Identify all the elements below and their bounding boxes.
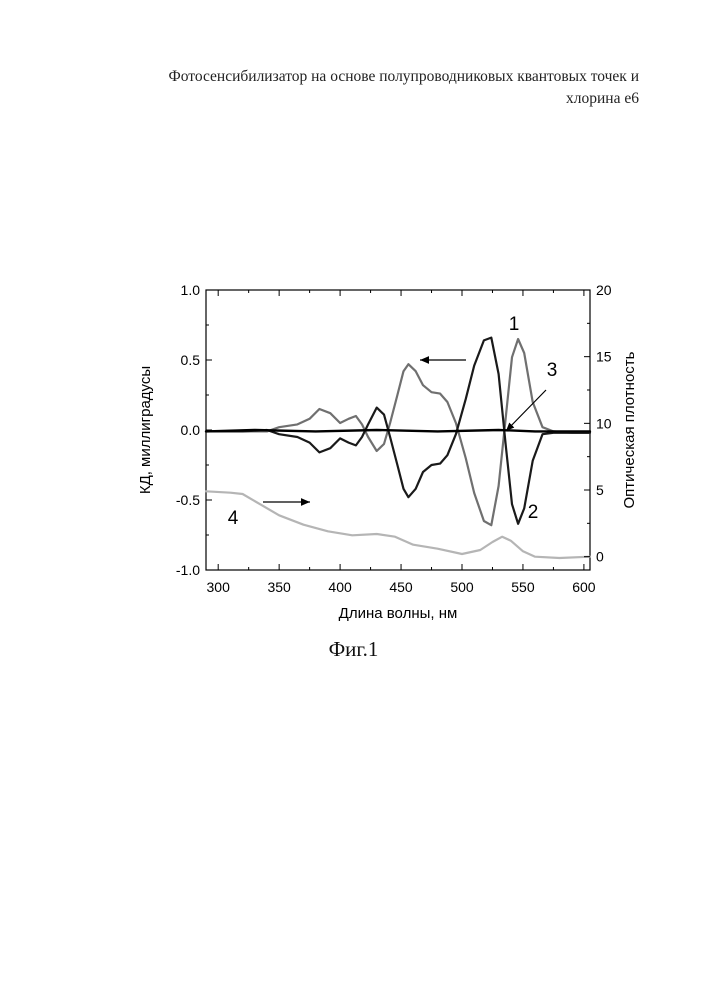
curve-label-4: 4 <box>228 508 239 529</box>
annotations-group: 1 2 3 4 <box>228 314 558 529</box>
x-tick-label: 400 <box>328 579 352 595</box>
arrow-to-curve-3 <box>506 390 546 431</box>
y-left-axis-title: КД, миллиградусы <box>137 366 154 494</box>
chart: 3003504004505005506001.00.50.0-0.5-1.020… <box>0 0 707 660</box>
y-right-tick-label: 0 <box>596 549 604 565</box>
curve-label-3: 3 <box>547 360 558 381</box>
x-axis-title: Длина волны, нм <box>339 605 458 622</box>
x-tick-label: 500 <box>450 579 474 595</box>
y-left-tick-label: 1.0 <box>181 282 201 298</box>
x-tick-label: 550 <box>511 579 535 595</box>
y-right-tick-label: 20 <box>596 282 612 298</box>
y-left-tick-label: 0.5 <box>181 352 201 368</box>
y-left-tick-label: -0.5 <box>176 492 200 508</box>
curve-label-1: 1 <box>509 314 520 335</box>
ticks-group: 3003504004505005506001.00.50.0-0.5-1.020… <box>176 282 612 595</box>
curve-label-2: 2 <box>528 502 539 523</box>
x-tick-label: 450 <box>389 579 413 595</box>
x-tick-label: 300 <box>207 579 231 595</box>
y-right-tick-label: 15 <box>596 349 612 365</box>
y-right-tick-label: 5 <box>596 482 604 498</box>
y-left-tick-label: 0.0 <box>181 422 201 438</box>
x-tick-label: 600 <box>572 579 596 595</box>
y-right-tick-label: 10 <box>596 415 612 431</box>
figure-caption: Фиг.1 <box>0 637 707 662</box>
y-right-axis-title: Оптическая плотность <box>621 351 638 508</box>
series-line-3 <box>206 430 590 431</box>
y-left-tick-label: -1.0 <box>176 562 200 578</box>
series-group <box>206 338 590 558</box>
x-tick-label: 350 <box>267 579 291 595</box>
